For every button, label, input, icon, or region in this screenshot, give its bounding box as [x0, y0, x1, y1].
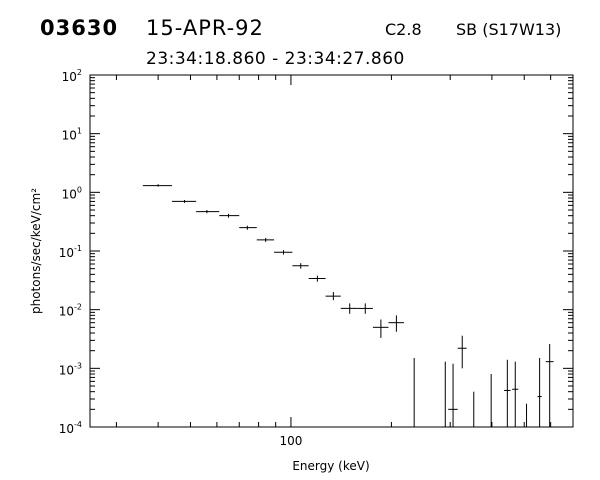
flare-location: SB (S17W13) [456, 20, 562, 39]
time-range: 23:34:18.860 - 23:34:27.860 [146, 49, 405, 69]
y-tick-label: 10-4 [59, 420, 82, 436]
y-tick-label: 10-3 [59, 361, 82, 377]
data-point [325, 292, 341, 301]
data-point [457, 335, 467, 369]
x-tick-label: 100 [279, 434, 302, 448]
data-point [340, 303, 358, 314]
tick-labels: 10-4 10-3 10-2 10-1 100 101 102 100 [59, 68, 303, 448]
axis-ticks [90, 74, 574, 428]
data-point [388, 315, 404, 332]
data-point [219, 213, 240, 218]
data-point [142, 184, 172, 187]
y-axis-label: photons/sec/keV/cm² [29, 188, 43, 314]
data-point [171, 200, 197, 203]
y-tick-label: 10-2 [59, 303, 82, 319]
y-tick-label: 100 [62, 185, 82, 201]
data-point [357, 303, 373, 314]
plot-frame [89, 74, 574, 428]
data-point [256, 237, 275, 242]
data-point [292, 263, 309, 269]
y-tick-label: 102 [62, 68, 82, 84]
data-point [504, 359, 511, 427]
data-point [274, 250, 293, 255]
data-point [196, 209, 220, 214]
data-point [537, 358, 542, 427]
data-markers [142, 184, 554, 427]
y-tick-label: 10-1 [59, 244, 82, 260]
data-point [308, 275, 326, 282]
data-point [372, 319, 389, 338]
goes-class: C2.8 [385, 20, 422, 39]
data-point [545, 343, 554, 427]
data-point [512, 361, 519, 427]
data-point [448, 363, 458, 427]
x-axis-label: Energy (keV) [292, 459, 369, 473]
y-tick-label: 101 [62, 127, 82, 143]
data-point [239, 225, 257, 230]
event-date: 15-APR-92 [146, 16, 264, 40]
event-id: 03630 [40, 16, 119, 40]
